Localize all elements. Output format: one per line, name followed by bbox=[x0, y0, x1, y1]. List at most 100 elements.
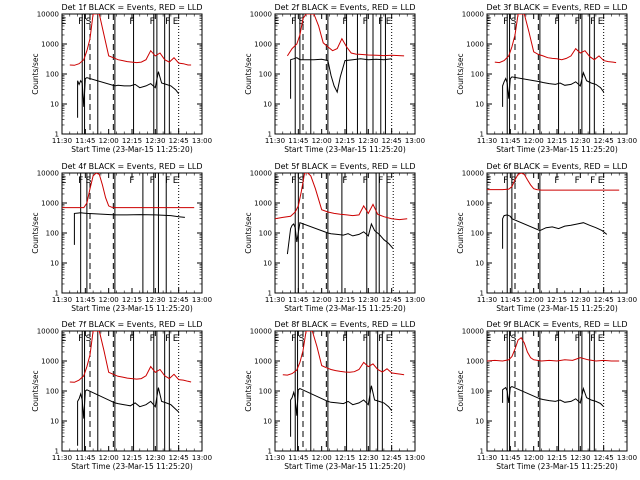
y-tick-label: 1 bbox=[480, 448, 484, 456]
x-tick-label: 13:00 bbox=[192, 296, 212, 304]
attenuator-flag-label: F bbox=[378, 176, 383, 186]
x-tick-label: 12:00 bbox=[524, 137, 544, 145]
x-tick-label: 12:15 bbox=[547, 454, 567, 462]
attenuator-flag-label: E bbox=[61, 17, 67, 27]
x-tick-label: 13:00 bbox=[192, 454, 212, 462]
x-tick-label: 12:00 bbox=[99, 137, 119, 145]
attenuator-flag-label: E bbox=[274, 334, 280, 344]
x-tick-label: 12:45 bbox=[382, 454, 402, 462]
x-tick-label: 11:45 bbox=[288, 454, 308, 462]
events-series-line bbox=[290, 57, 392, 99]
plot-frame bbox=[61, 172, 203, 294]
x-tick-label: 11:45 bbox=[288, 296, 308, 304]
attenuator-flag-label: F bbox=[554, 176, 559, 186]
attenuator-flag-label: F bbox=[150, 176, 155, 186]
x-tick-label: 11:45 bbox=[500, 296, 520, 304]
x-tick-label: 12:45 bbox=[169, 296, 189, 304]
attenuator-flag-label: F bbox=[129, 334, 134, 344]
attenuator-flag-label: F bbox=[378, 334, 383, 344]
attenuator-flag-label: F bbox=[342, 17, 347, 27]
lld-series-line bbox=[69, 14, 192, 66]
detector-panel: Det 4f BLACK = Events, RED = LLD 1 10 100 10… bbox=[31, 162, 212, 313]
attenuator-flag-label: F bbox=[78, 334, 83, 344]
y-tick-label: 100 bbox=[471, 71, 484, 79]
attenuator-flag-label: F bbox=[554, 334, 559, 344]
attenuator-flag-label: F bbox=[291, 334, 296, 344]
y-tick-label: 10 bbox=[263, 418, 272, 426]
y-tick-label: 1 bbox=[55, 448, 59, 456]
plot-frame bbox=[486, 330, 628, 452]
x-tick-label: 11:30 bbox=[265, 296, 285, 304]
x-tick-label: 12:00 bbox=[99, 296, 119, 304]
y-tick-label: 1000 bbox=[466, 200, 484, 208]
y-tick-label: 10 bbox=[50, 260, 59, 268]
y-tick-label: 1000 bbox=[254, 41, 272, 49]
attenuator-flag-label: F bbox=[590, 176, 595, 186]
attenuator-flag-label: F bbox=[575, 17, 580, 27]
y-tick-label: 1000 bbox=[254, 200, 272, 208]
x-tick-label: 12:45 bbox=[169, 137, 189, 145]
attenuator-flag-label: F bbox=[363, 334, 368, 344]
attenuator-flag-label: F bbox=[503, 17, 508, 27]
x-tick-label: 13:00 bbox=[617, 137, 637, 145]
x-tick-label: 12:45 bbox=[169, 454, 189, 462]
attenuator-flag-label: F bbox=[150, 17, 155, 27]
attenuator-flag-label: F bbox=[363, 17, 368, 27]
x-tick-label: 12:15 bbox=[335, 137, 355, 145]
x-tick-label: 12:30 bbox=[358, 137, 378, 145]
detector-panel: Det 3f BLACK = Events, RED = LLD 1 10 100 10… bbox=[456, 3, 637, 154]
x-tick-label: 12:30 bbox=[570, 454, 590, 462]
y-tick-label: 1000 bbox=[41, 200, 59, 208]
y-tick-label: 10 bbox=[50, 418, 59, 426]
plot-frame bbox=[274, 13, 416, 135]
attenuator-flag-label: E bbox=[61, 176, 67, 186]
x-tick-label: 12:30 bbox=[570, 296, 590, 304]
x-tick-label: 12:45 bbox=[594, 296, 614, 304]
plot-title: Det 5f BLACK = Events, RED = LLD bbox=[274, 162, 415, 171]
plot-title: Det 1f BLACK = Events, RED = LLD bbox=[61, 3, 202, 12]
y-tick-label: 10 bbox=[50, 101, 59, 109]
attenuator-flag-label: S bbox=[86, 334, 92, 344]
y-tick-label: 1 bbox=[268, 131, 272, 139]
y-axis-label: Counts/sec bbox=[31, 53, 40, 94]
detector-panel: Det 7f BLACK = Events, RED = LLD 1 10 100 10… bbox=[31, 320, 212, 471]
x-tick-label: 12:15 bbox=[547, 137, 567, 145]
x-tick-label: 12:15 bbox=[547, 296, 567, 304]
y-tick-label: 10 bbox=[475, 101, 484, 109]
y-tick-label: 10000 bbox=[37, 11, 59, 19]
x-tick-label: 11:30 bbox=[52, 137, 72, 145]
x-axis-label: Start Time (23-Mar-15 11:25:20) bbox=[496, 304, 618, 313]
y-tick-label: 1 bbox=[55, 131, 59, 139]
x-tick-label: 12:00 bbox=[524, 454, 544, 462]
attenuator-flag-label: F bbox=[129, 176, 134, 186]
y-tick-label: 1 bbox=[268, 290, 272, 298]
lld-series-line bbox=[62, 173, 195, 209]
attenuator-flag-label: S bbox=[86, 17, 92, 27]
y-tick-label: 1000 bbox=[466, 41, 484, 49]
plot-frame bbox=[61, 13, 203, 135]
attenuator-flag-label: F bbox=[165, 334, 170, 344]
attenuator-flag-label: S bbox=[299, 176, 305, 186]
y-tick-label: 100 bbox=[46, 230, 59, 238]
x-tick-label: 12:00 bbox=[312, 137, 332, 145]
lld-series-line bbox=[275, 173, 408, 221]
x-tick-label: 12:30 bbox=[570, 137, 590, 145]
x-tick-label: 12:30 bbox=[358, 454, 378, 462]
attenuator-flag-label: E bbox=[598, 176, 604, 186]
attenuator-flag-label: F bbox=[575, 334, 580, 344]
y-tick-label: 1 bbox=[480, 131, 484, 139]
x-tick-label: 12:15 bbox=[122, 137, 142, 145]
x-tick-label: 12:00 bbox=[312, 296, 332, 304]
y-tick-label: 10000 bbox=[462, 328, 484, 336]
attenuator-flag-label: E bbox=[598, 334, 604, 344]
y-tick-label: 1000 bbox=[41, 41, 59, 49]
plot-title: Det 2f BLACK = Events, RED = LLD bbox=[274, 3, 415, 12]
x-tick-label: 12:00 bbox=[524, 296, 544, 304]
attenuator-flag-label: S bbox=[86, 176, 92, 186]
attenuator-flag-label: E bbox=[486, 17, 492, 27]
detector-panel: Det 8f BLACK = Events, RED = LLD 1 10 100 10… bbox=[244, 320, 425, 471]
events-series-line bbox=[77, 387, 180, 446]
attenuator-flag-label: E bbox=[486, 334, 492, 344]
x-axis-label: Start Time (23-Mar-15 11:25:20) bbox=[284, 462, 406, 471]
y-axis-label: Counts/sec bbox=[456, 370, 465, 411]
